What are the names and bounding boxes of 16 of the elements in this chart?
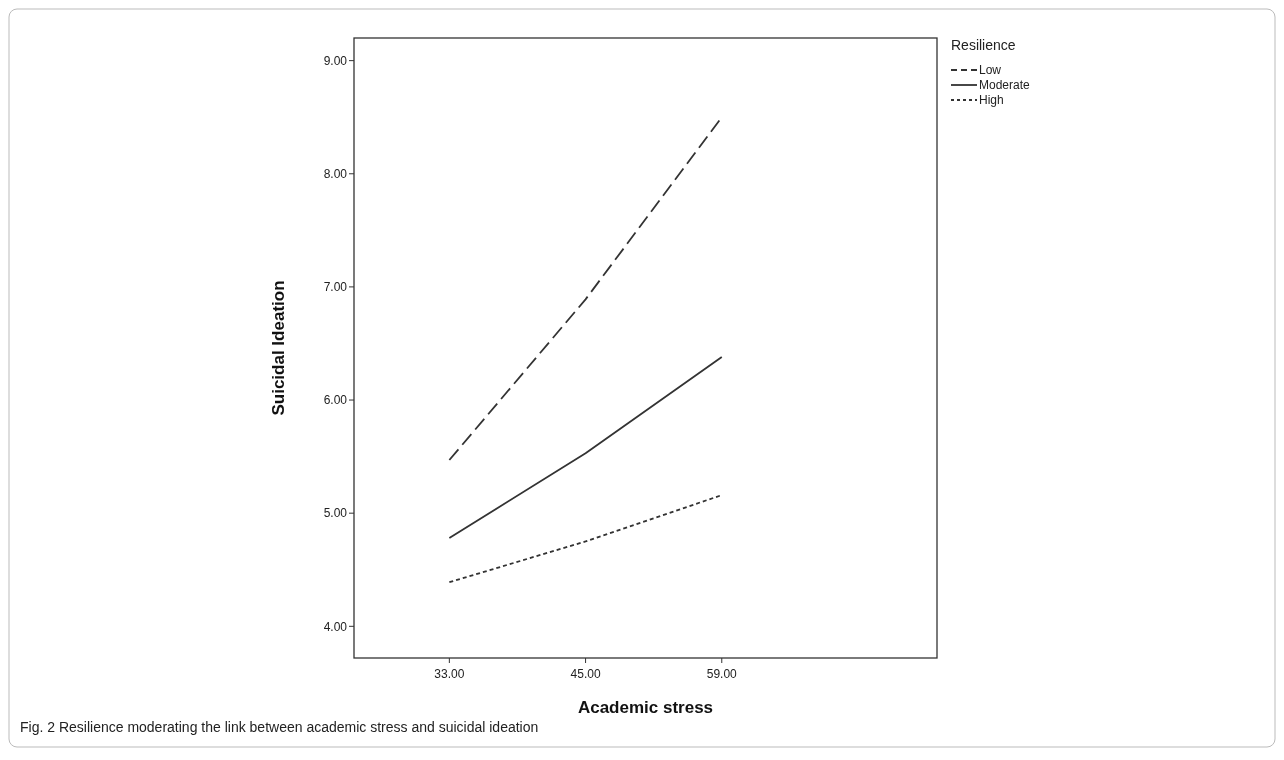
y-tick-label: 5.00 <box>323 506 348 521</box>
y-tick-label: 9.00 <box>323 53 348 68</box>
x-tick-label: 59.00 <box>706 667 738 681</box>
legend-label: Moderate <box>979 78 1031 93</box>
y-axis-title: Suicidal Ideation <box>269 280 288 416</box>
x-axis-title: Academic stress <box>577 698 714 717</box>
legend-label: High <box>979 93 1004 108</box>
x-tick-label: 33.00 <box>434 667 465 681</box>
legend-title: Resilience <box>951 37 1016 53</box>
y-tick-label: 8.00 <box>323 166 348 181</box>
x-tick-label: 45.00 <box>570 667 601 681</box>
legend-label: Low <box>979 63 1002 78</box>
y-tick-label: 7.00 <box>323 280 348 295</box>
text: Fig. 2 Resilience moderating the link between academic stress and suicidal ideation <box>20 719 539 735</box>
y-tick-label: 6.00 <box>323 393 348 408</box>
y-tick-label: 4.00 <box>323 619 348 634</box>
